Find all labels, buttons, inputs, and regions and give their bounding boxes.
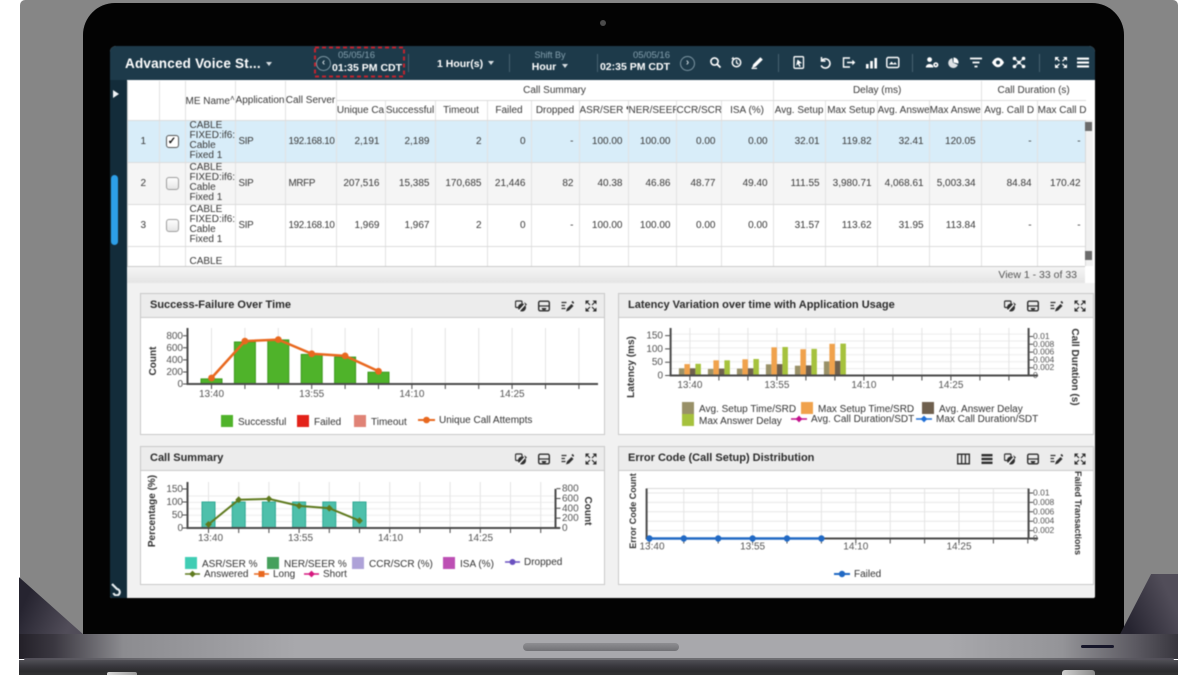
svg-text:14:10: 14:10: [378, 533, 403, 544]
svg-text:13:40: 13:40: [677, 380, 702, 391]
svg-text:0.006: 0.006: [1033, 347, 1055, 357]
svg-text:14:10: 14:10: [843, 542, 868, 553]
svg-text:14:10: 14:10: [399, 389, 424, 400]
svg-text:14:25: 14:25: [468, 533, 493, 544]
svg-text:0.006: 0.006: [1033, 506, 1055, 516]
svg-text:13:55: 13:55: [764, 380, 789, 391]
svg-text:100: 100: [646, 344, 663, 355]
svg-text:13:40: 13:40: [639, 542, 664, 553]
svg-text:13:55: 13:55: [740, 542, 765, 553]
svg-text:150: 150: [646, 331, 663, 342]
svg-text:0: 0: [177, 523, 183, 534]
svg-text:13:55: 13:55: [288, 533, 313, 544]
svg-text:Call Duration (s): Call Duration (s): [1069, 328, 1080, 405]
svg-text:0.004: 0.004: [1033, 354, 1055, 364]
svg-text:200: 200: [562, 513, 579, 524]
svg-text:0.008: 0.008: [1033, 339, 1055, 349]
svg-text:13:40: 13:40: [199, 389, 224, 400]
svg-text:800: 800: [166, 331, 183, 342]
svg-text:Count: Count: [582, 497, 593, 527]
svg-text:0.01: 0.01: [1033, 331, 1050, 341]
svg-text:400: 400: [166, 355, 183, 366]
svg-text:14:25: 14:25: [946, 542, 971, 553]
svg-text:14:25: 14:25: [500, 389, 525, 400]
svg-text:0.01: 0.01: [1033, 488, 1050, 498]
svg-text:13:40: 13:40: [198, 533, 223, 544]
svg-text:0.002: 0.002: [1033, 362, 1055, 372]
svg-text:0: 0: [177, 379, 183, 390]
svg-text:0: 0: [562, 523, 568, 534]
svg-text:100: 100: [166, 497, 183, 508]
svg-text:50: 50: [652, 357, 664, 368]
svg-text:14:10: 14:10: [851, 380, 876, 391]
svg-text:Error Code Count: Error Code Count: [628, 473, 638, 549]
svg-text:0: 0: [657, 371, 663, 382]
svg-text:0.008: 0.008: [1033, 497, 1055, 507]
svg-text:600: 600: [166, 343, 183, 354]
svg-text:Percentage (%): Percentage (%): [147, 475, 158, 547]
svg-text:0: 0: [1033, 370, 1038, 380]
svg-text:Latency (ms): Latency (ms): [626, 336, 637, 398]
svg-text:150: 150: [166, 484, 183, 495]
svg-text:0.004: 0.004: [1033, 516, 1055, 526]
svg-text:800: 800: [562, 484, 579, 495]
svg-text:400: 400: [562, 503, 579, 514]
svg-text:13:55: 13:55: [299, 389, 324, 400]
svg-text:0: 0: [1033, 533, 1038, 543]
svg-text:Count: Count: [148, 346, 159, 376]
svg-text:0.002: 0.002: [1033, 525, 1055, 535]
svg-text:50: 50: [172, 510, 184, 521]
svg-text:14:25: 14:25: [938, 380, 963, 391]
svg-text:200: 200: [166, 367, 183, 378]
svg-text:Failed Transactions: Failed Transactions: [1073, 471, 1083, 555]
svg-text:600: 600: [562, 494, 579, 505]
